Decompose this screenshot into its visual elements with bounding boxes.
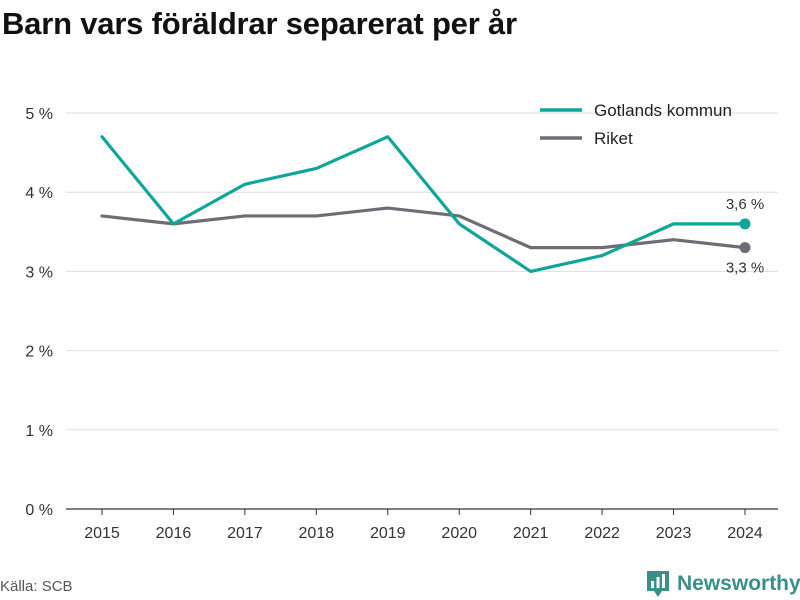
x-tick-label: 2019 <box>370 525 406 542</box>
series-line-gotlands-kommun <box>100 135 747 273</box>
chart-title: Barn vars föräldrar separerat per år <box>2 6 517 41</box>
x-tick-label: 2020 <box>441 525 477 542</box>
y-axis: 0 % 1 % 2 % 3 % 4 % 5 % <box>25 106 53 519</box>
end-labels: 3,6 % 3,3 % <box>726 196 764 277</box>
x-axis: 2015 2016 2017 2018 2019 2020 2021 2022 2023 2024 <box>84 509 763 542</box>
brand-name: Newsworthy <box>677 572 800 595</box>
end-point-gotlands-kommun <box>739 218 751 230</box>
y-tick-label: 2 % <box>25 344 53 361</box>
x-tick-label: 2023 <box>656 525 692 542</box>
x-tick-label: 2022 <box>584 525 620 542</box>
legend-label: Riket <box>594 129 633 148</box>
x-tick-label: 2018 <box>299 525 335 542</box>
y-tick-label: 3 % <box>25 264 53 281</box>
x-tick-label: 2021 <box>513 525 549 542</box>
end-label: 3,6 % <box>726 196 764 213</box>
legend: Gotlands kommun Riket <box>540 101 732 148</box>
y-tick-label: 4 % <box>25 185 53 202</box>
y-tick-label: 5 % <box>25 106 53 123</box>
x-tick-label: 2016 <box>156 525 192 542</box>
y-tick-label: 0 % <box>25 502 53 519</box>
end-point-riket <box>739 242 751 254</box>
y-tick-label: 1 % <box>25 423 53 440</box>
brand: Newsworthy <box>645 569 800 599</box>
x-tick-label: 2017 <box>227 525 263 542</box>
source-note: Källa: SCB <box>0 578 73 595</box>
end-label: 3,3 % <box>726 260 764 277</box>
x-tick-label: 2024 <box>727 525 763 542</box>
legend-label: Gotlands kommun <box>594 101 732 120</box>
grid-lines <box>66 112 778 510</box>
series-lines <box>100 135 751 273</box>
newsworthy-logo-icon <box>647 571 669 597</box>
x-tick-label: 2015 <box>84 525 120 542</box>
series-line-riket <box>100 206 747 250</box>
